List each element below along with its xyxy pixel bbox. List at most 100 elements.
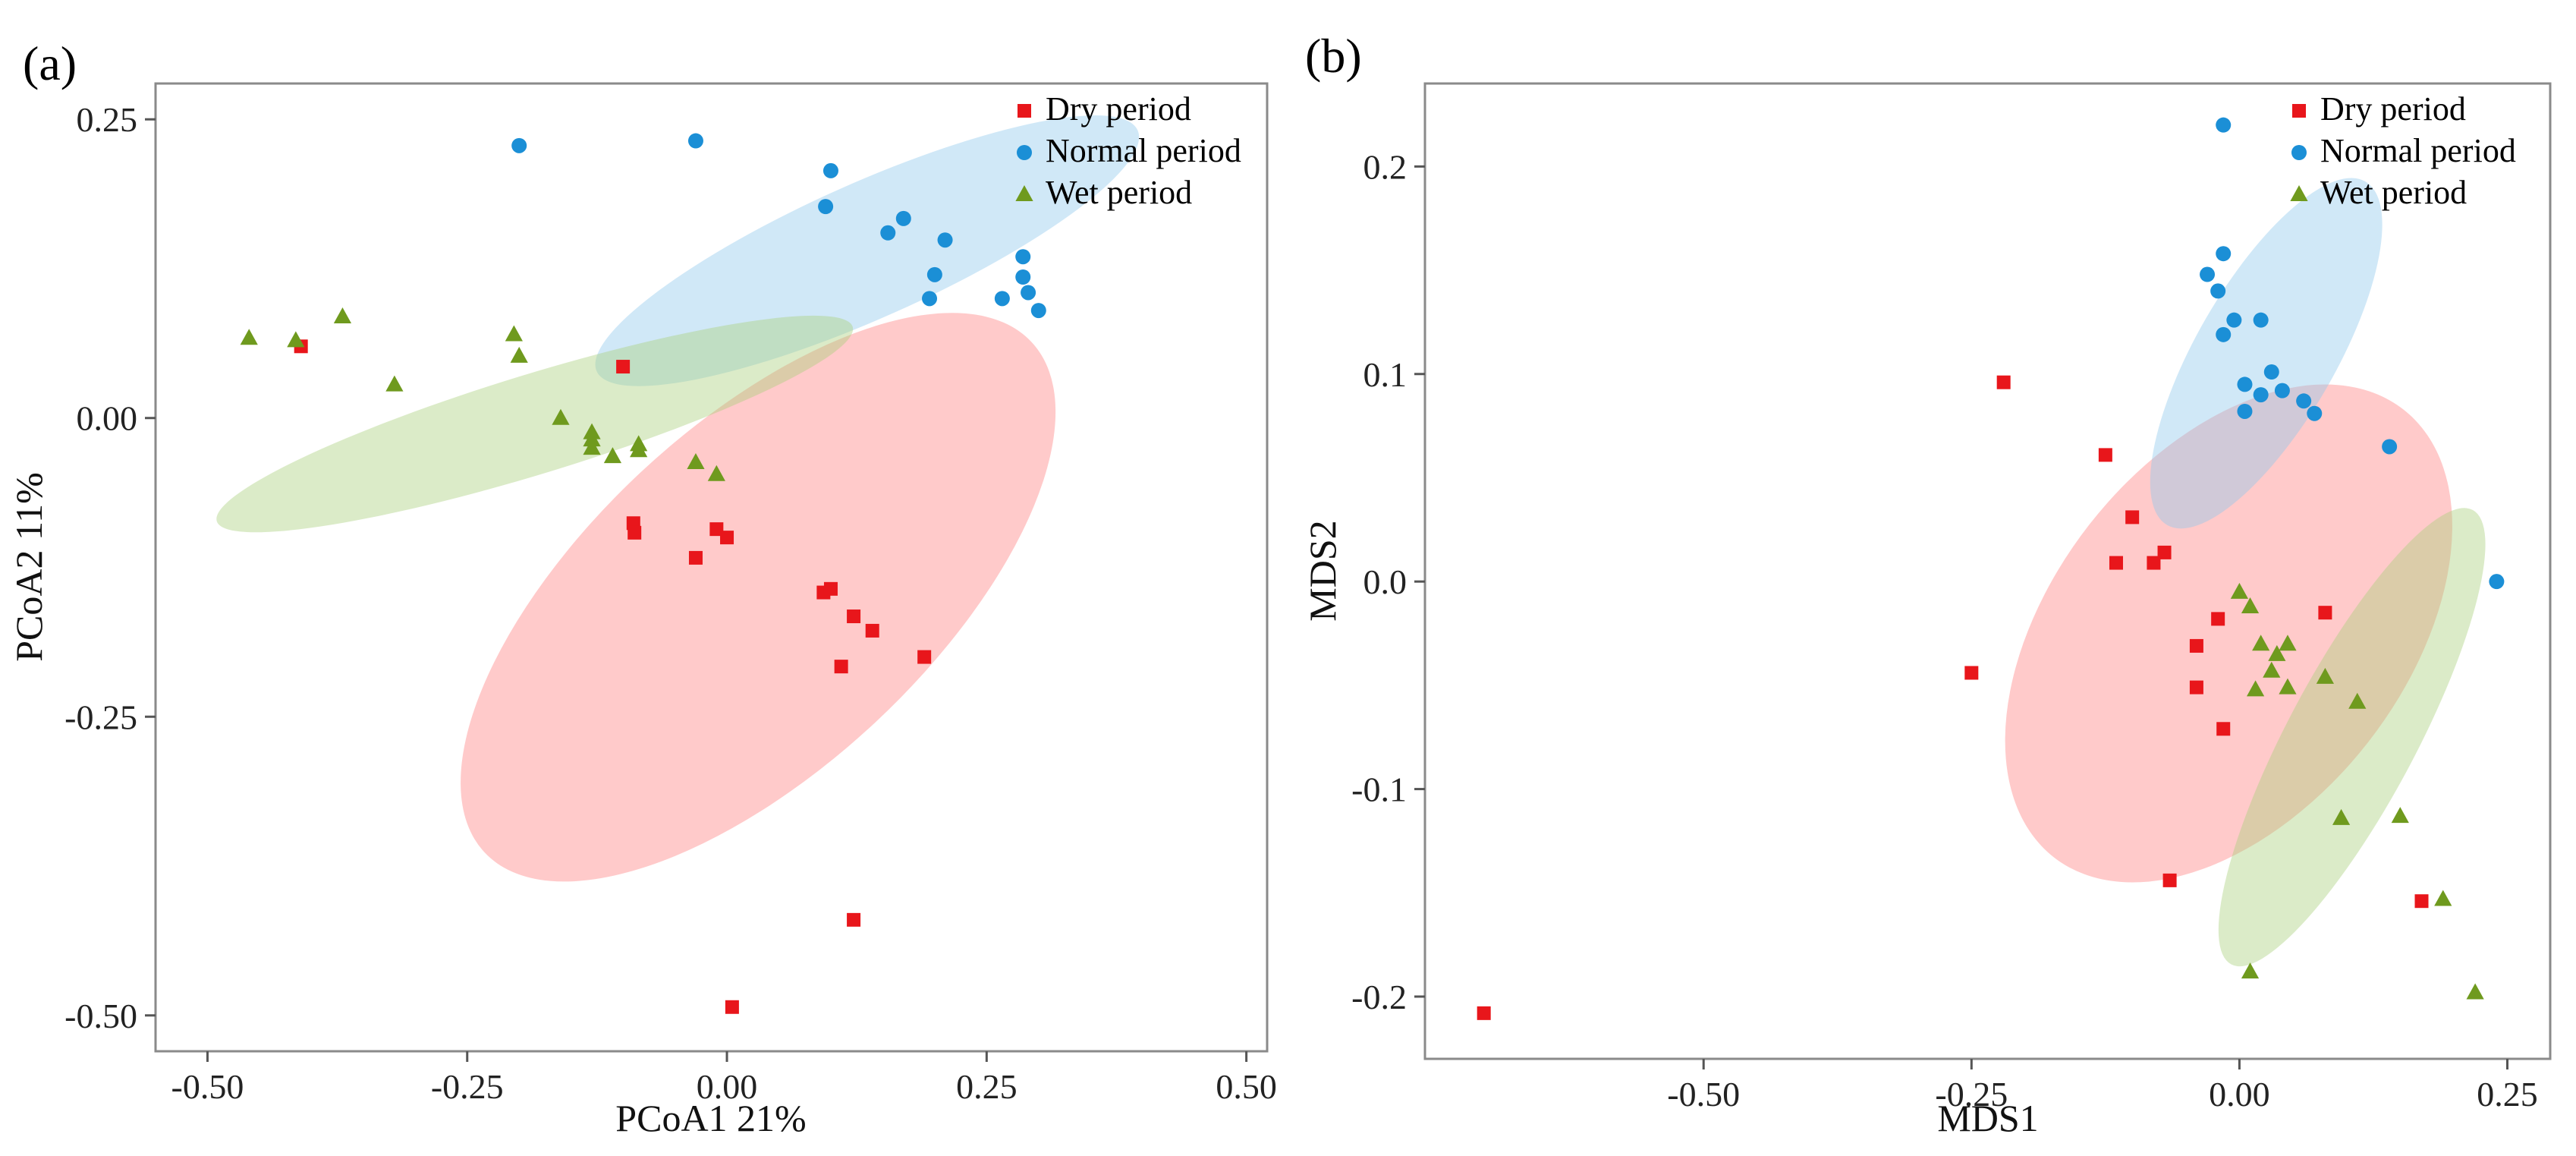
- panel-a-y-tick-label: 0.00: [77, 399, 138, 438]
- panel-a-point-wet: [287, 331, 305, 348]
- panel-b-point-dry: [2189, 638, 2203, 653]
- panel-b-legend: Dry period Normal period Wet period: [2290, 90, 2516, 211]
- panel-a-x-axis-title: PCoA1 21%: [615, 1097, 806, 1139]
- panel-b-point-wet: [2230, 582, 2249, 599]
- panel-a-legend-label-normal: Normal period: [1046, 132, 1241, 169]
- panel-b-point-normal: [2253, 387, 2269, 403]
- panel-a-legend-key-wet: [1015, 185, 1033, 201]
- panel-a-x-tick-label: 0.25: [956, 1067, 1018, 1106]
- panel-a-legend-key-dry: [1018, 104, 1031, 118]
- panel-b-point-dry: [1964, 666, 1979, 680]
- panel-b-point-wet: [2263, 661, 2281, 678]
- panel-a-point-normal: [511, 137, 527, 153]
- panel-b-legend-label-wet: Wet period: [2320, 174, 2467, 211]
- panel-b-point-normal: [2296, 393, 2312, 409]
- panel-a-point-wet: [707, 465, 725, 481]
- panel-b-y-axis: 0.2 0.1 0.0 -0.1 -0.2: [1351, 147, 1425, 1016]
- panel-a-point-normal: [818, 199, 834, 215]
- panel-a-point-normal: [687, 133, 703, 149]
- panel-b-point-dry: [2125, 510, 2140, 524]
- panel-b-point-normal: [2216, 246, 2232, 262]
- panel-b-point-wet: [2246, 680, 2265, 697]
- panel-b-point-wet: [2252, 635, 2270, 651]
- panel-b-point-wet: [2466, 983, 2484, 1000]
- panel-a-legend: Dry period Normal period Wet period: [1015, 90, 1241, 211]
- panel-b-point-wet: [2241, 962, 2260, 979]
- panel-b-point-normal: [2253, 312, 2269, 328]
- panel-b-point-dry: [1477, 1006, 1491, 1020]
- panel-b-point-wet: [2316, 667, 2334, 684]
- panel-a-point-dry: [834, 660, 848, 674]
- panel-a-ellipses: [216, 115, 1140, 882]
- panel-b-x-tick-label: 0.00: [2209, 1075, 2270, 1113]
- panel-a-x-axis: -0.50 -0.25 0.00 0.25 0.50: [171, 1051, 1277, 1106]
- panel-b-point-normal: [2274, 383, 2290, 398]
- panel-b-ellipse-wet: [2218, 508, 2486, 967]
- panel-b-point-dry: [2216, 722, 2231, 736]
- panel-b-point-dry: [1996, 375, 2011, 389]
- panel-b-legend-key-dry: [2292, 104, 2306, 118]
- panel-a-x-tick-label: -0.50: [171, 1067, 244, 1106]
- panel-b-point-dry: [2189, 680, 2203, 695]
- panel-b-point-normal: [2382, 439, 2398, 455]
- panel-a-point-normal: [1015, 249, 1031, 265]
- panel-b-legend-label-dry: Dry period: [2320, 90, 2466, 128]
- panel-a-plot-frame: [154, 82, 1269, 1053]
- panel-b-point-dry: [2147, 556, 2161, 570]
- panel-a-legend-label-wet: Wet period: [1046, 174, 1192, 211]
- panel-b-plot-frame: [1423, 82, 2552, 1060]
- panel-a-point-normal: [937, 232, 953, 248]
- panel-a-point-wet: [630, 441, 648, 458]
- panel-a-point-dry: [688, 550, 703, 565]
- panel-b-x-tick-label: -0.50: [1667, 1075, 1740, 1113]
- panel-a-legend-key-normal: [1017, 145, 1032, 160]
- panel-b-point-wet: [2279, 678, 2297, 695]
- panel-a-point-dry: [847, 609, 861, 624]
- panel-b-point-wet: [2348, 692, 2367, 709]
- panel-b-point-normal: [2216, 326, 2232, 342]
- panel-b-ellipse-normal: [2150, 178, 2383, 529]
- panel-b-legend-label-normal: Normal period: [2320, 132, 2516, 169]
- panel-a-point-dry: [823, 581, 838, 596]
- panel-a-point-wet: [510, 346, 528, 363]
- panel-a-point-dry: [865, 623, 879, 638]
- panel-a-point-dry: [720, 531, 734, 545]
- panel-a-point-wet: [333, 307, 352, 323]
- panel-a-y-tick-label: 0.25: [77, 100, 138, 139]
- panel-a-ellipse-dry: [461, 313, 1056, 882]
- panel-a-point-dry: [616, 360, 631, 374]
- panel-b-label: (b): [1305, 29, 1362, 83]
- panel-b-y-tick-label: -0.1: [1351, 770, 1407, 809]
- panel-b-point-normal: [2200, 266, 2216, 282]
- panel-b-point-dry: [2318, 606, 2332, 620]
- panel-b-point-normal: [2237, 403, 2253, 419]
- panel-b-x-axis: -0.50 -0.25 0.00 0.25: [1667, 1059, 2538, 1113]
- panel-b-y-tick-label: -0.2: [1351, 978, 1407, 1016]
- panel-a-point-dry: [627, 525, 642, 540]
- panel-b-point-normal: [2216, 117, 2232, 133]
- panel-b-point-dry: [2162, 873, 2177, 887]
- panel-a-point-normal: [994, 291, 1010, 307]
- panel-a-point-normal: [1021, 285, 1036, 301]
- panel-a-point-normal: [922, 291, 938, 307]
- panel-b-point-wet: [2241, 597, 2260, 613]
- panel-b: (b) -0.50 -0.25 0.00 0.25 0.2 0.1 0.0 -0.1 -0.2…: [1301, 29, 2552, 1139]
- panel-a-point-wet: [240, 329, 258, 345]
- panel-a-y-tick-label: -0.50: [64, 997, 137, 1035]
- panel-b-y-tick-label: 0.0: [1363, 562, 1408, 601]
- panel-b-ellipses: [2005, 178, 2486, 967]
- panel-b-point-normal: [2237, 376, 2253, 392]
- panel-a-point-wet: [583, 439, 601, 455]
- panel-a-point-wet: [505, 325, 523, 342]
- panel-a-x-tick-label: -0.25: [431, 1067, 504, 1106]
- panel-b-y-axis-title: MDS2: [1301, 520, 1344, 621]
- panel-b-x-axis-title: MDS1: [1937, 1097, 2038, 1139]
- panel-a-point-normal: [895, 210, 911, 226]
- panel-b-point-dry: [2098, 448, 2112, 462]
- panel-b-point-dry: [2157, 545, 2172, 559]
- panel-b-point-wet: [2434, 890, 2452, 906]
- panel-b-y-tick-label: 0.1: [1363, 355, 1408, 394]
- panel-a-y-tick-label: -0.25: [64, 698, 137, 736]
- panel-a-point-wet: [552, 408, 570, 425]
